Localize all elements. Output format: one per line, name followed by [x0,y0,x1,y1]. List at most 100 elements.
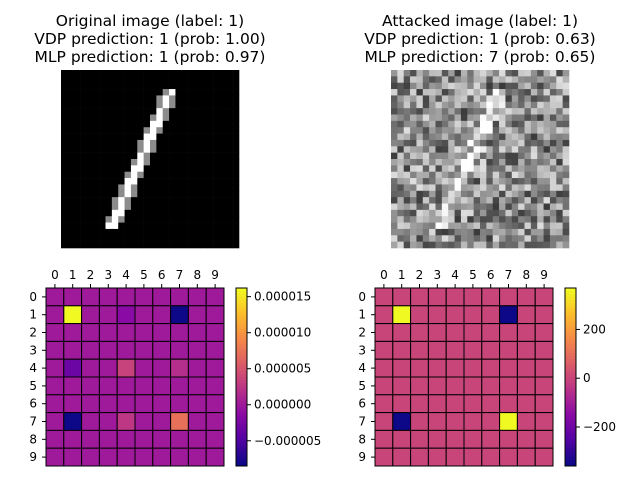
image-pixel [61,222,68,230]
image-pixel [403,241,411,249]
image-pixel [397,209,405,217]
image-pixel [169,114,176,122]
image-pixel [232,127,240,134]
image-pixel [480,190,487,198]
image-pixel [530,203,538,211]
heatmap-cell [516,394,536,414]
image-pixel [435,139,443,147]
image-pixel [448,235,455,242]
image-pixel [181,203,189,211]
image-pixel [391,235,398,242]
image-pixel [524,159,532,166]
image-pixel [188,171,195,179]
image-pixel [150,127,157,134]
image-pixel [562,95,570,103]
image-pixel [441,209,449,217]
image-pixel [111,139,119,147]
image-pixel [111,95,119,103]
image-pixel [181,108,189,115]
image-pixel [226,216,233,223]
image-pixel [403,139,411,147]
image-pixel [422,152,430,160]
image-pixel [61,101,68,109]
image-pixel [537,95,544,103]
image-pixel [80,146,87,153]
image-pixel [410,203,417,211]
image-pixel [150,89,157,96]
image-pixel [162,184,170,192]
image-pixel [162,146,170,153]
image-pixel [410,165,417,173]
image-pixel [67,203,75,211]
image-pixel [207,241,214,249]
image-pixel [200,152,208,160]
image-pixel [467,165,474,173]
image-pixel [486,152,494,160]
image-pixel [219,222,227,230]
heatmap-cell [81,447,100,467]
image-pixel [397,76,405,84]
image-pixel [530,209,538,217]
image-pixel [156,203,164,211]
image-pixel [105,222,113,230]
colorbar-segment [236,299,247,304]
image-pixel [543,152,551,160]
x-tick-label: 3 [433,268,441,282]
image-pixel [175,82,183,90]
image-pixel [61,178,68,185]
image-pixel [530,82,538,90]
heatmap-cell [134,394,154,414]
image-pixel [105,171,113,179]
heatmap-cell [374,287,394,307]
image-pixel [188,152,195,160]
image-pixel [86,139,94,147]
image-pixel [530,190,538,198]
image-pixel [99,209,106,217]
image-pixel [207,108,214,115]
image-pixel [454,209,462,217]
image-pixel [410,209,417,217]
image-pixel [169,197,176,204]
image-pixel [467,216,474,223]
image-pixel [130,76,138,84]
image-pixel [556,235,563,242]
image-pixel [105,70,113,77]
image-pixel [175,127,183,134]
image-pixel [61,95,68,103]
image-pixel [518,127,525,134]
heatmap-cell [205,412,225,431]
image-pixel [530,216,538,223]
colorbar-segment [565,385,576,390]
image-pixel [562,171,570,179]
heatmap-cell [152,358,172,378]
image-pixel [448,108,455,115]
image-pixel [454,114,462,122]
image-pixel [511,146,519,153]
image-pixel [188,190,195,198]
image-pixel [391,203,398,211]
image-pixel [422,114,430,122]
image-pixel [537,146,544,153]
image-pixel [441,241,449,249]
x-tick-label: 9 [540,268,548,282]
colorbar-segment [236,412,247,417]
image-pixel [232,222,240,230]
image-pixel [511,184,519,192]
original-title-line-1: Original image (label: 1) [55,12,245,30]
image-pixel [518,228,525,236]
image-pixel [518,235,525,242]
image-pixel [92,178,100,185]
colorbar-segment [565,457,576,461]
image-pixel [200,139,208,147]
image-pixel [556,89,563,96]
heatmap-cell [187,447,207,467]
image-pixel [99,70,106,77]
heatmap-cell [116,358,136,378]
colorbar-segment [565,463,576,467]
image-pixel [175,120,183,128]
heatmap-cell [152,305,172,325]
image-pixel [73,108,81,115]
image-pixel [492,241,500,249]
image-pixel [169,127,176,134]
x-tick-label: 7 [505,268,513,282]
